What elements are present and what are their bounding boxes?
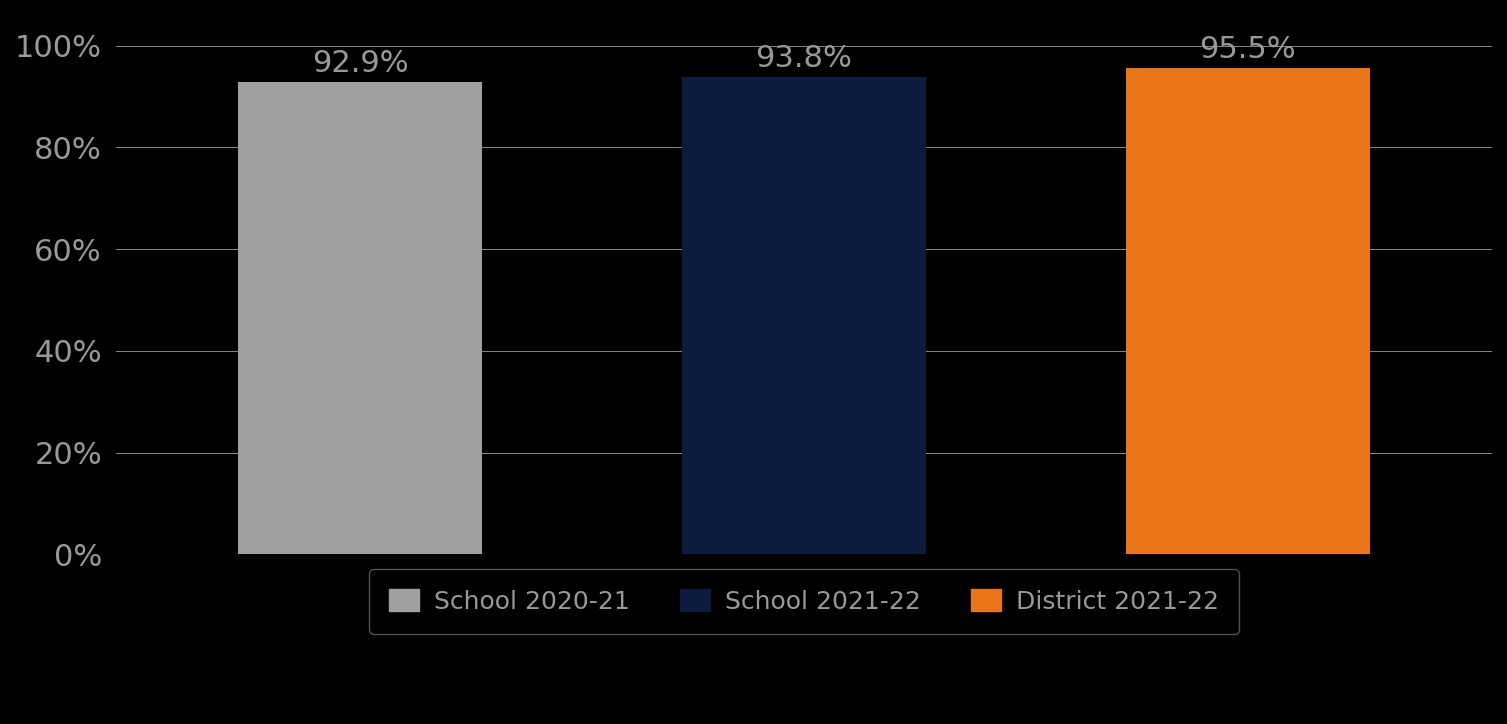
Legend: School 2020-21, School 2021-22, District 2021-22: School 2020-21, School 2021-22, District… xyxy=(369,569,1239,634)
Text: 93.8%: 93.8% xyxy=(755,44,853,73)
Bar xyxy=(1126,69,1370,555)
Bar xyxy=(238,82,482,555)
Text: 95.5%: 95.5% xyxy=(1200,35,1296,64)
Bar xyxy=(681,77,925,555)
Text: 92.9%: 92.9% xyxy=(312,49,408,77)
